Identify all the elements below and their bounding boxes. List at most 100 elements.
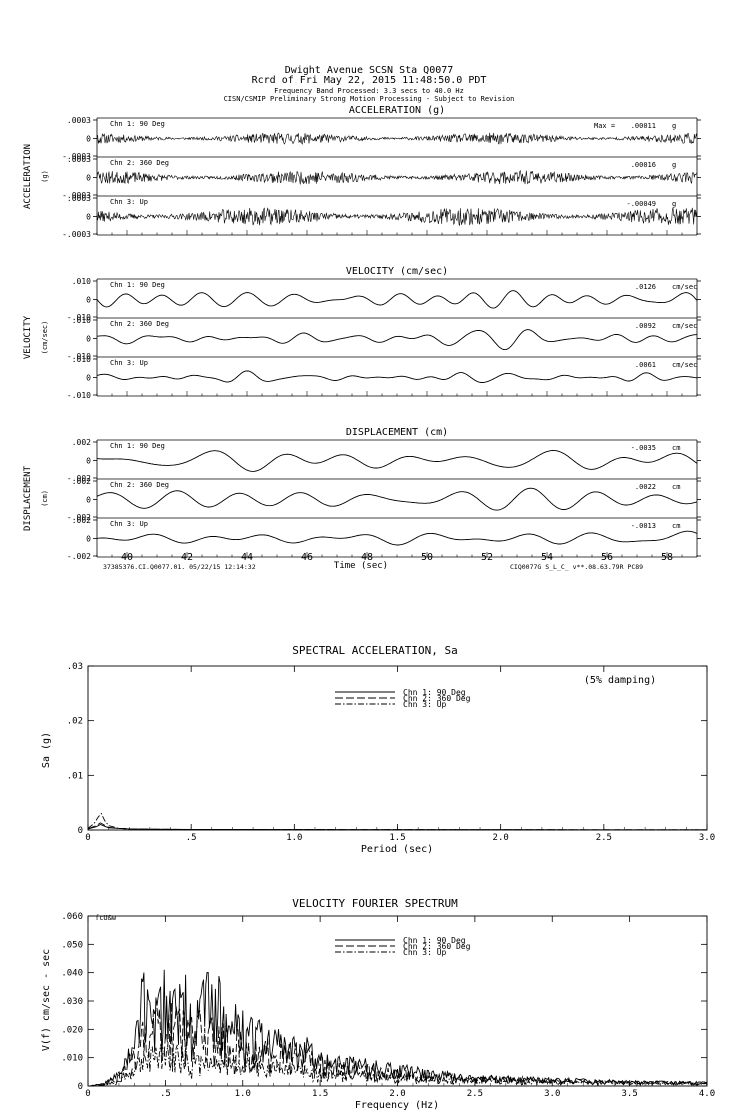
legend-entry: Chn 1: 90 Deg — [403, 688, 466, 697]
series-line — [87, 1041, 708, 1087]
waveform-line — [96, 132, 698, 145]
panel-unit-label: (g) — [41, 170, 49, 183]
waveform-line — [96, 450, 698, 472]
y-tick-label: .040 — [61, 969, 83, 979]
y-tick-label: 0 — [86, 174, 91, 183]
sa-annotation: (5% damping) — [584, 675, 656, 686]
trace-track: .0003 0 -.0003 Chn 3: Up -.00049 g — [62, 194, 701, 239]
fs-corner-label: fcU&w — [95, 914, 117, 922]
x-tick-label: 2.0 — [493, 833, 509, 843]
y-tick-label: .002 — [72, 438, 91, 447]
sa-x-label: Period (sec) — [361, 844, 433, 855]
peak-unit: cm/sec — [672, 283, 697, 291]
panel-y-label: VELOCITY — [23, 315, 33, 359]
footer-right: CIQ0077G S_L_C_ v**.08.63.79R PC89 — [510, 563, 643, 571]
panel-title: DISPLACEMENT (cm) — [346, 427, 448, 438]
panel-unit-label: (cm) — [41, 490, 49, 507]
x-tick-label: 0 — [85, 1089, 90, 1099]
y-tick-label: .060 — [61, 912, 83, 922]
peak-value: .00016 — [631, 161, 656, 169]
x-tick-label: 4.0 — [699, 1089, 715, 1099]
y-tick-label: .0003 — [67, 116, 91, 125]
channel-label: Chn 2: 360 Deg — [110, 320, 169, 328]
time-tick-label: 48 — [361, 552, 373, 563]
y-tick-label: .030 — [61, 997, 83, 1007]
panel-y-label: DISPLACEMENT — [23, 465, 33, 531]
waveform-line — [96, 487, 698, 511]
y-tick-label: .010 — [72, 355, 91, 364]
spectral-acceleration-chart: SPECTRAL ACCELERATION, Sa (5% damping) P… — [41, 644, 715, 855]
y-tick-label: -.002 — [67, 513, 91, 522]
peak-unit: cm — [672, 522, 680, 530]
header-station: Dwight Avenue SCSN Sta Q0077 — [285, 65, 454, 76]
y-tick-label: .03 — [67, 662, 83, 672]
y-tick-label: 0 — [86, 135, 91, 144]
time-tick-label: 52 — [481, 552, 493, 563]
time-history-panels: ACCELERATION (g) ACCELERATION (g) .0003 0 -.0… — [23, 105, 701, 561]
trace-track: .002 0 -.002 Chn 2: 360 Deg .0022 cm — [67, 477, 701, 522]
y-tick-label: -.010 — [67, 352, 91, 361]
legend-entry: Chn 3: Up — [403, 700, 447, 709]
y-tick-label: -.010 — [67, 313, 91, 322]
y-tick-label: .0003 — [67, 194, 91, 203]
trace-track: .010 0 -.010 Chn 3: Up .0061 cm/sec — [67, 355, 701, 400]
y-tick-label: .0003 — [67, 155, 91, 164]
y-tick-label: 0 — [78, 826, 83, 836]
header-record: Rcrd of Fri May 22, 2015 11:48:50.0 PDT — [252, 75, 487, 86]
peak-value: .0126 — [635, 283, 656, 291]
trace-track: .002 0 -.002 Chn 3: Up -.0013 cm — [67, 516, 701, 561]
y-tick-label: .010 — [72, 316, 91, 325]
x-tick-label: 3.5 — [621, 1089, 637, 1099]
plot-frame — [87, 665, 708, 831]
waveform-line — [96, 329, 698, 351]
channel-label: Chn 3: Up — [110, 359, 148, 367]
x-tick-label: 3.0 — [699, 833, 715, 843]
peak-value: -.00049 — [626, 200, 656, 208]
velocity-fourier-spectrum-chart: VELOCITY FOURIER SPECTRUM fcU&w Frequenc… — [41, 897, 715, 1111]
peak-unit: cm — [672, 483, 680, 491]
peak-value: .0092 — [635, 322, 656, 330]
panel-2: VELOCITY (cm/sec) VELOCITY (cm/sec) .010 0 -.… — [23, 266, 701, 400]
y-tick-label: .050 — [61, 940, 83, 950]
y-tick-label: 0 — [86, 213, 91, 222]
x-tick-label: 3.0 — [544, 1089, 560, 1099]
fs-x-label: Frequency (Hz) — [355, 1100, 439, 1111]
max-prefix: Max = — [594, 122, 615, 130]
panel-title: ACCELERATION (g) — [349, 105, 445, 116]
time-tick-label: 56 — [601, 552, 613, 563]
series-line — [87, 812, 707, 831]
x-tick-label: .5 — [160, 1089, 171, 1099]
peak-unit: g — [672, 161, 676, 169]
channel-label: Chn 2: 360 Deg — [110, 481, 169, 489]
x-tick-label: 2.5 — [467, 1089, 483, 1099]
y-tick-label: .01 — [67, 771, 83, 781]
y-tick-label: 0 — [86, 374, 91, 383]
waveform-line — [96, 530, 698, 546]
x-tick-label: 1.5 — [312, 1089, 328, 1099]
trace-track: .010 0 -.010 Chn 1: 90 Deg .0126 cm/sec — [67, 277, 701, 322]
peak-value: -.0035 — [631, 444, 656, 452]
channel-label: Chn 3: Up — [110, 198, 148, 206]
trace-track: .002 0 -.002 Chn 1: 90 Deg -.0035 cm — [67, 438, 701, 483]
peak-unit: cm/sec — [672, 322, 697, 330]
x-tick-label: 0 — [85, 833, 90, 843]
channel-label: Chn 1: 90 Deg — [110, 442, 165, 450]
y-tick-label: -.0003 — [62, 152, 91, 161]
y-tick-label: -.010 — [67, 391, 91, 400]
y-tick-label: 0 — [78, 1082, 83, 1092]
peak-value: .0061 — [635, 361, 656, 369]
x-tick-label: 2.5 — [596, 833, 612, 843]
peak-value: .0022 — [635, 483, 656, 491]
x-tick-label: 1.0 — [286, 833, 302, 843]
trace-track: .010 0 -.010 Chn 2: 360 Deg .0092 cm/sec — [67, 316, 701, 361]
peak-unit: g — [672, 200, 676, 208]
time-tick-label: 46 — [301, 552, 313, 563]
y-tick-label: 0 — [86, 457, 91, 466]
series-line — [87, 1001, 708, 1087]
legend-entry: Chn 3: Up — [403, 948, 447, 957]
y-tick-label: -.0003 — [62, 191, 91, 200]
y-tick-label: 0 — [86, 535, 91, 544]
waveform-line — [96, 207, 698, 227]
y-tick-label: .010 — [72, 277, 91, 286]
